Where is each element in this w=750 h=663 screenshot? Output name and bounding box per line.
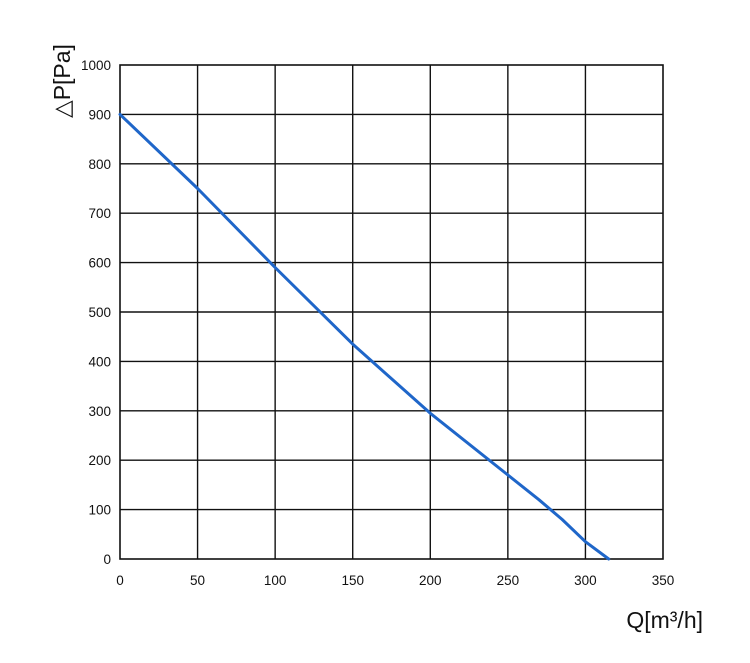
- series-lines: [118, 112, 611, 561]
- x-tick-label: 150: [341, 573, 364, 588]
- pressure-curve-line: [118, 112, 611, 561]
- x-tick-label: 0: [116, 573, 124, 588]
- x-tick-labels: 0 50 100 150 200 250 300 350: [116, 573, 674, 588]
- y-tick-label: 300: [88, 404, 111, 419]
- grid-lines: [120, 65, 663, 559]
- y-tick-label: 700: [88, 206, 111, 221]
- y-tick-label: 0: [103, 552, 111, 567]
- y-tick-labels: 0 100 200 300 400 500 600 700 800 900 1000: [81, 58, 111, 567]
- y-axis-title: △P[Pa]: [49, 44, 75, 118]
- y-tick-label: 1000: [81, 58, 111, 73]
- y-tick-label: 200: [88, 453, 111, 468]
- x-tick-label: 200: [419, 573, 442, 588]
- x-tick-label: 300: [574, 573, 597, 588]
- x-axis-title: Q[m³/h]: [626, 607, 703, 633]
- y-tick-label: 800: [88, 157, 111, 172]
- y-tick-label: 500: [88, 305, 111, 320]
- y-tick-label: 900: [88, 107, 111, 122]
- y-tick-label: 100: [88, 503, 111, 518]
- x-tick-label: 350: [652, 573, 675, 588]
- x-tick-label: 50: [190, 573, 205, 588]
- y-tick-label: 400: [88, 354, 111, 369]
- y-tick-label: 600: [88, 256, 111, 271]
- x-tick-label: 100: [264, 573, 287, 588]
- x-tick-label: 250: [497, 573, 520, 588]
